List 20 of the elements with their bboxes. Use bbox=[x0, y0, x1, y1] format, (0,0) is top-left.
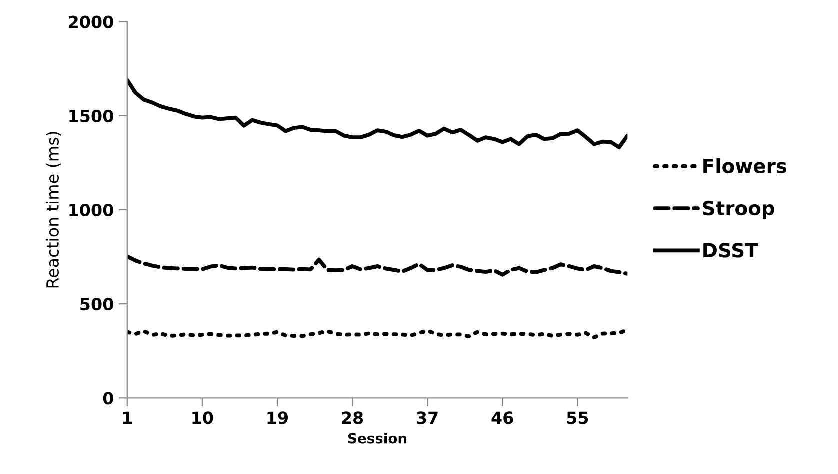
x-tick-label: 28 bbox=[342, 412, 364, 424]
x-tick-label: 1 bbox=[123, 412, 132, 424]
y-tick-label: 1500 bbox=[70, 110, 114, 122]
line-series bbox=[127, 254, 628, 277]
line-series bbox=[127, 78, 628, 150]
legend-label: DSST bbox=[704, 243, 758, 258]
x-tick-label: 46 bbox=[492, 412, 514, 424]
y-tick-label: 2000 bbox=[69, 16, 114, 28]
x-tick-label: 55 bbox=[567, 412, 588, 424]
legend-label: Stroop bbox=[703, 200, 774, 220]
x-tick-label: 19 bbox=[268, 412, 288, 424]
x-tick-label: 10 bbox=[192, 412, 214, 424]
x-axis-title: Session bbox=[348, 433, 407, 444]
y-tick-label: 1000 bbox=[70, 204, 114, 217]
x-tick-label: 37 bbox=[417, 412, 438, 424]
legend-label: Flowers bbox=[704, 158, 787, 174]
y-tick-label: 0 bbox=[103, 392, 114, 405]
y-tick-label: 500 bbox=[80, 298, 114, 311]
line-series bbox=[127, 328, 628, 340]
y-axis-title: Reaction time (ms) bbox=[46, 132, 61, 288]
